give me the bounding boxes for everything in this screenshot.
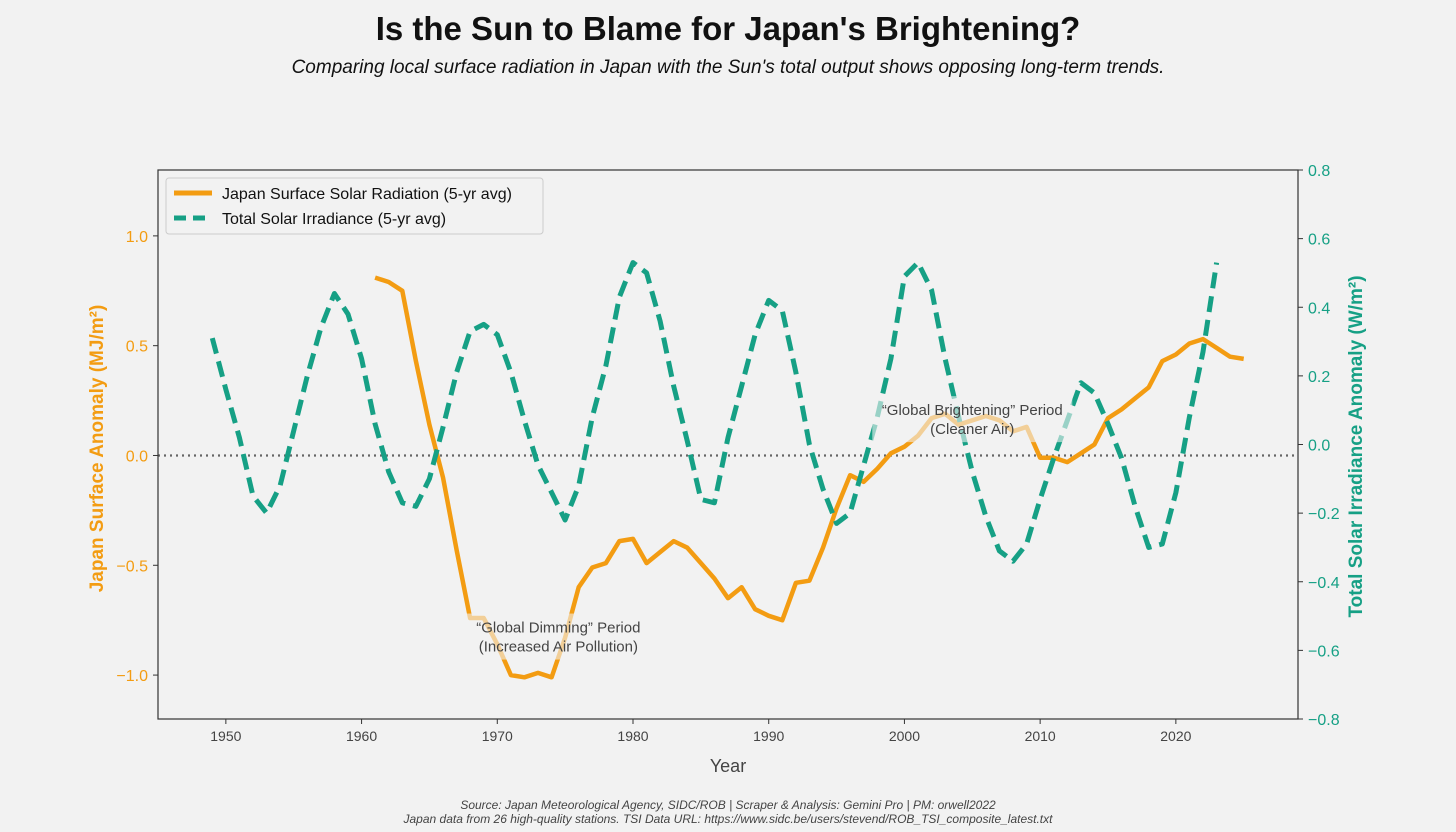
y-right-tick-label: 0.4 (1308, 300, 1330, 317)
series-layer (209, 260, 1245, 680)
x-tick-label: 1950 (210, 728, 241, 744)
y-right-axis-title: Total Solar Irradiance Anomaly (W/m²) (1346, 275, 1367, 617)
y-left-axis-title: Japan Surface Anomaly (MJ/m²) (87, 305, 108, 593)
axes-layer: 1950 1960 1970 1980 1990 2000 2010 2020 1.0 0.5 0.… (87, 163, 1367, 776)
annotation-1-line-1: “Global Dimming” Period (476, 620, 640, 637)
y-right-tick-label: −0.4 (1308, 575, 1340, 592)
source-line-1: Source: Japan Meteorological Agency, SID… (460, 798, 996, 812)
x-tick-label: 1970 (482, 728, 513, 744)
x-tick-label: 1980 (617, 728, 648, 744)
tsi-series-line (209, 260, 1220, 564)
y-right-tick-label: 0.8 (1308, 163, 1330, 180)
annotation-2-line-1: “Global Brightening” Period (882, 402, 1063, 419)
y-right-tick-label: −0.8 (1308, 712, 1340, 729)
chart-subtitle: Comparing local surface radiation in Jap… (291, 57, 1165, 78)
plot-frame (157, 169, 1299, 720)
annotation-layer: “Global Dimming” Period (Increased Air Po… (458, 396, 1073, 660)
annotation-backdrop-1 (458, 613, 659, 660)
annotation-backdrop-2 (872, 396, 1073, 443)
tsi-legend-label: Total Solar Irradiance (5-yr avg) (222, 211, 446, 228)
annotation-1-line-2: (Increased Air Pollution) (479, 639, 638, 656)
x-tick-label: 1960 (346, 728, 377, 744)
x-tick-label: 2020 (1160, 728, 1191, 744)
x-tick-label: 2000 (889, 728, 920, 744)
y-right-tick-label: −0.2 (1308, 506, 1340, 523)
annotation-2-line-2: (Cleaner Air) (930, 421, 1014, 438)
y-left-tick-label: −1.0 (116, 668, 148, 685)
y-left-tick-label: −0.5 (116, 558, 148, 575)
y-right-tick-label: 0.0 (1308, 438, 1330, 455)
source-note: Source: Japan Meteorological Agency, SID… (0, 798, 1456, 826)
y-right-tick-label: 0.6 (1308, 232, 1330, 249)
japan-series-line (374, 275, 1245, 680)
source-line-2: Japan data from 26 high-quality stations… (403, 812, 1053, 826)
x-tick-label: 1990 (753, 728, 784, 744)
y-right-tick-label: 0.2 (1308, 369, 1330, 386)
legend: Japan Surface Solar Radiation (5-yr avg)… (165, 177, 544, 235)
x-axis-title: Year (710, 756, 746, 776)
y-right-tick-label: −0.6 (1308, 643, 1340, 660)
legend-box (165, 177, 544, 235)
x-tick-label: 2010 (1025, 728, 1056, 744)
y-left-tick-label: 0.0 (126, 448, 148, 465)
y-left-tick-label: 0.5 (126, 339, 148, 356)
y-left-tick-label: 1.0 (126, 229, 148, 246)
chart-title: Is the Sun to Blame for Japan's Brighten… (375, 10, 1081, 47)
japan-legend-label: Japan Surface Solar Radiation (5-yr avg) (222, 186, 512, 203)
